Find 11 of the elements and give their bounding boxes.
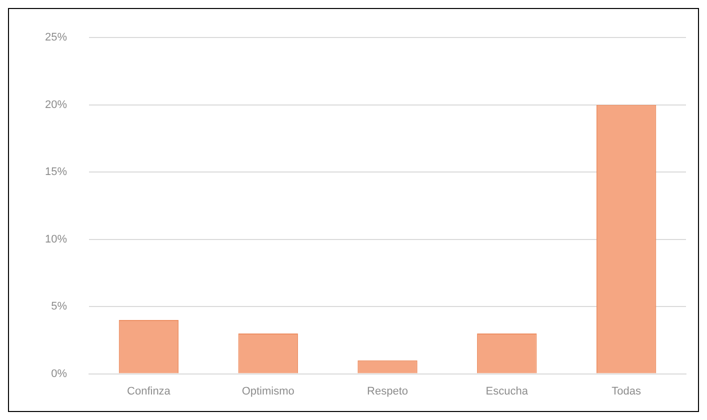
y-tick-label: 5% xyxy=(51,300,68,313)
y-tick-label: 10% xyxy=(44,233,68,246)
x-tick-label: Optimismo xyxy=(242,385,294,398)
x-tick-label: Confinza xyxy=(127,385,172,398)
x-tick-label: Respeto xyxy=(367,385,408,398)
x-tick-label: Escucha xyxy=(486,385,529,398)
y-tick-label: 25% xyxy=(44,32,68,44)
y-tick-label: 20% xyxy=(44,98,68,111)
x-tick-label: Todas xyxy=(612,385,642,398)
y-tick-label: 0% xyxy=(51,368,68,380)
y-tick-label: 15% xyxy=(44,166,68,178)
